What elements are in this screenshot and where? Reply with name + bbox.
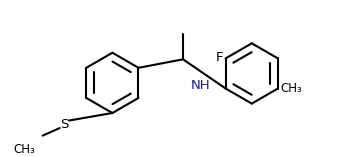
Text: CH₃: CH₃ — [281, 82, 302, 95]
Text: CH₃: CH₃ — [13, 143, 35, 156]
Text: S: S — [60, 118, 69, 131]
Text: F: F — [215, 51, 223, 64]
Text: NH: NH — [191, 79, 210, 92]
